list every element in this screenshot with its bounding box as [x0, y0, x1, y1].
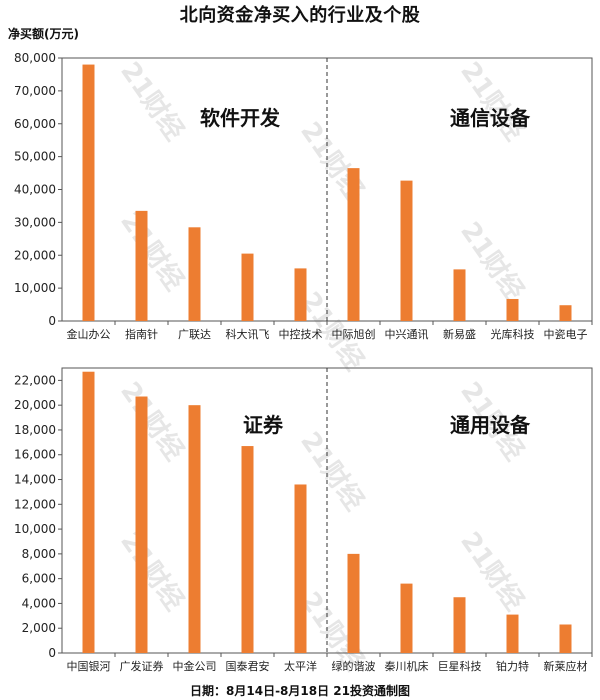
bar-科大讯飞 — [241, 253, 254, 321]
x-tick-label: 国泰君安 — [226, 659, 270, 673]
y-tick-label: 20,000 — [14, 398, 56, 412]
bar-铂力特 — [506, 614, 519, 653]
x-tick-label: 太平洋 — [284, 659, 317, 673]
bar-光库科技 — [506, 298, 519, 321]
watermark-text: 21财经 — [114, 56, 190, 146]
y-tick-label: 12,000 — [14, 497, 56, 511]
bar-中金公司 — [188, 405, 201, 653]
y-tick-label: 0 — [48, 646, 56, 660]
y-tick-label: 80,000 — [14, 51, 56, 65]
x-tick-label: 指南针 — [125, 327, 158, 341]
bar-中控技术 — [294, 268, 307, 321]
y-tick-label: 30,000 — [14, 215, 56, 229]
bar-中兴通讯 — [400, 180, 413, 321]
bar-金山办公 — [82, 64, 95, 321]
x-tick-label: 科大讯飞 — [226, 327, 270, 341]
y-tick-label: 14,000 — [14, 473, 56, 487]
bar-中国银河 — [82, 371, 95, 653]
watermark-layer: 21财经21财经21财经21财经21财经21财经21财经21财经21财经21财经… — [114, 56, 530, 676]
watermark-text: 21财经 — [114, 526, 190, 616]
y-tick-label: 2,000 — [22, 621, 56, 635]
watermark-text: 21财经 — [454, 216, 530, 306]
y-tick-label: 6,000 — [22, 572, 56, 586]
y-tick-label: 70,000 — [14, 84, 56, 98]
bar-指南针 — [135, 210, 148, 321]
panel-top: 0 10,000 20,000 30,000 40,000 50,000 60,000 70,… — [14, 51, 593, 341]
y-tick-label: 50,000 — [14, 150, 56, 164]
y-tick-label: 18,000 — [14, 423, 56, 437]
y-tick-label: 10,000 — [14, 522, 56, 536]
sector-label: 证券 — [243, 413, 284, 437]
bar-秦川机床 — [400, 583, 413, 653]
x-tick-label: 秦川机床 — [385, 659, 429, 673]
y-tick-label: 22,000 — [14, 373, 56, 387]
bar-国泰君安 — [241, 446, 254, 653]
bar-巨星科技 — [453, 597, 466, 653]
x-tick-label: 绿的谐波 — [332, 659, 376, 673]
bar-广联达 — [188, 227, 201, 321]
x-tick-label: 中国银河 — [67, 659, 111, 673]
y-axis-unit-label: 净买额(万元) — [8, 27, 79, 41]
watermark-text: 21财经 — [114, 206, 190, 296]
bar-新莱应材 — [559, 624, 572, 653]
x-tick-label: 广联达 — [178, 328, 211, 341]
x-tick-label: 广发证券 — [120, 659, 164, 673]
x-tick-label: 金山办公 — [67, 327, 111, 341]
y-tick-label: 0 — [48, 314, 56, 328]
chart-footer: 日期：8月14日-8月18日 21投资通制图 — [190, 684, 410, 698]
x-tick-label: 中兴通讯 — [385, 328, 429, 341]
bar-新易盛 — [453, 269, 466, 321]
bar-绿的谐波 — [347, 553, 360, 653]
watermark-text: 21财经 — [454, 56, 530, 146]
sector-label: 软件开发 — [200, 106, 281, 130]
x-tick-label: 中际旭创 — [332, 327, 376, 341]
y-tick-label: 4,000 — [22, 596, 56, 610]
x-tick-label: 光库科技 — [491, 327, 535, 341]
y-tick-label: 40,000 — [14, 183, 56, 197]
bar-广发证券 — [135, 396, 148, 653]
y-tick-label: 10,000 — [14, 281, 56, 295]
x-tick-label: 巨星科技 — [438, 659, 482, 673]
x-tick-label: 新莱应材 — [544, 659, 588, 673]
sector-label: 通用设备 — [450, 413, 531, 437]
watermark-text: 21财经 — [454, 526, 530, 616]
watermark-text: 21财经 — [114, 376, 190, 466]
panel-bottom: 0 2,000 4,000 6,000 8,000 10,000 12,000 14,000 1… — [14, 367, 593, 673]
x-tick-label: 新易盛 — [443, 327, 476, 341]
sector-label: 通信设备 — [450, 106, 531, 130]
y-tick-label: 8,000 — [22, 547, 56, 561]
x-tick-label: 中瓷电子 — [544, 327, 588, 341]
bar-中际旭创 — [347, 168, 360, 321]
y-tick-label: 16,000 — [14, 448, 56, 462]
x-tick-label: 铂力特 — [496, 659, 529, 673]
bar-中瓷电子 — [559, 305, 572, 321]
y-tick-label: 20,000 — [14, 248, 56, 262]
bar-太平洋 — [294, 484, 307, 653]
chart-title: 北向资金净买入的行业及个股 — [179, 5, 421, 26]
x-tick-label: 中控技术 — [279, 327, 323, 341]
x-tick-label: 中金公司 — [173, 659, 217, 673]
y-tick-label: 60,000 — [14, 117, 56, 131]
